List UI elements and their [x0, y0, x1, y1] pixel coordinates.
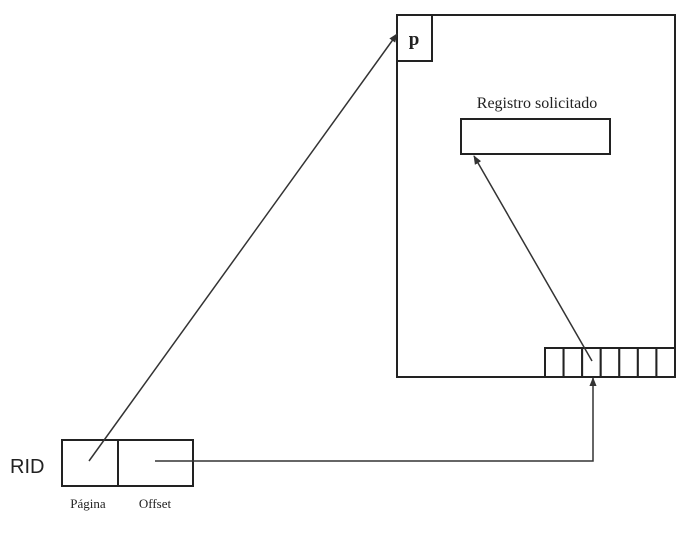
slot-cell: [544, 347, 565, 378]
pagina-label: Página: [70, 496, 106, 511]
rid-box: [61, 439, 194, 487]
page-box: [396, 14, 676, 378]
requested-record-box: [460, 118, 611, 155]
slot-cell: [581, 347, 602, 378]
offset-pointer-arrow: [155, 377, 597, 462]
slot-to-record-arrow: [473, 155, 593, 362]
rid-label: RID: [10, 456, 44, 478]
slot-cell: [636, 347, 658, 378]
page-marker-label: p: [409, 29, 420, 50]
slot-cell: [562, 347, 584, 378]
offset-label: Offset: [139, 496, 172, 511]
slot-directory: [544, 347, 677, 378]
slot-cell: [655, 347, 677, 378]
requested-record-label: Registro solicitado: [477, 95, 597, 112]
page-pointer-arrow: [88, 33, 398, 462]
slot-cell: [618, 347, 639, 378]
slot-cell: [599, 347, 621, 378]
